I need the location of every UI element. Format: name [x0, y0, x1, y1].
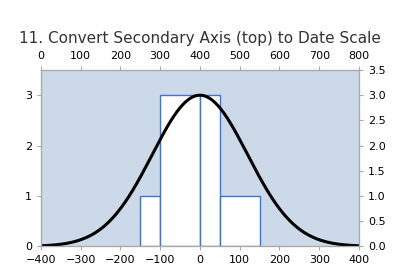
Bar [220, 196, 259, 246]
Bar [160, 95, 200, 246]
Title: 11. Convert Secondary Axis (top) to Date Scale: 11. Convert Secondary Axis (top) to Date… [19, 31, 381, 46]
Bar [140, 196, 160, 246]
Bar [200, 95, 220, 246]
